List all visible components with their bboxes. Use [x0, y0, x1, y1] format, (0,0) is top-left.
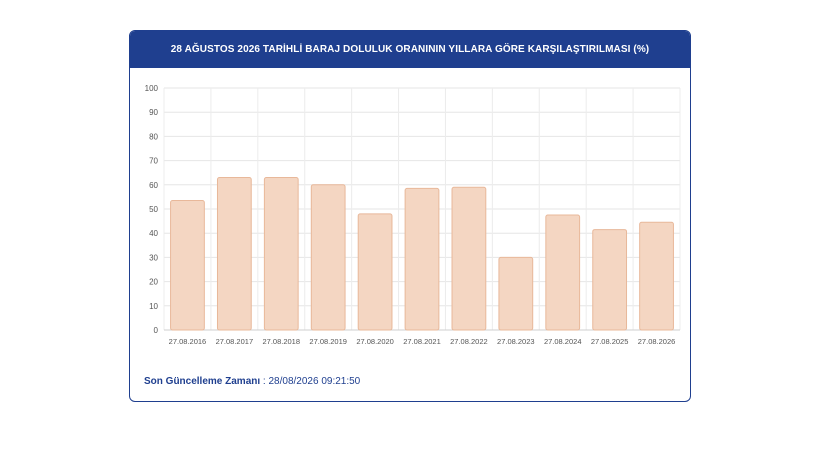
bar: [451, 186, 487, 331]
chart-title: 28 AĞUSTOS 2026 TARİHLİ BARAJ DOLULUK OR…: [130, 31, 690, 68]
x-tick-label: 27.08.2023: [497, 337, 535, 346]
bar: [357, 213, 393, 331]
x-tick-label: 27.08.2018: [262, 337, 300, 346]
bar: [216, 177, 252, 331]
x-tick-label: 27.08.2022: [450, 337, 488, 346]
y-tick-label: 90: [149, 108, 158, 117]
y-tick-label: 70: [149, 157, 158, 166]
bar: [498, 256, 534, 331]
y-tick-label: 10: [149, 302, 158, 311]
bar: [639, 221, 674, 331]
x-tick-label: 27.08.2016: [169, 337, 207, 346]
y-tick-label: 80: [149, 132, 158, 141]
bar-chart: 0 10 20 30 40 50 60 70 80 90 100 27.08.2016 27.08.20…: [145, 84, 681, 346]
x-tick-label: 27.08.2019: [309, 337, 347, 346]
y-tick-label: 30: [149, 253, 158, 262]
bar: [263, 177, 299, 331]
last-update-value: : 28/08/2026 09:21:50: [260, 376, 361, 387]
x-tick-label: 27.08.2021: [403, 337, 441, 346]
y-tick-label: 40: [149, 229, 158, 238]
bar: [170, 200, 205, 331]
x-tick-label: 27.08.2020: [356, 337, 394, 346]
y-tick-label: 100: [145, 84, 159, 93]
y-tick-label: 50: [149, 205, 158, 214]
chart-card: 28 AĞUSTOS 2026 TARİHLİ BARAJ DOLULUK OR…: [129, 30, 691, 402]
y-tick-label: 60: [149, 181, 158, 190]
last-update-label: Son Güncelleme Zamanı: [144, 376, 261, 387]
bar: [404, 187, 440, 331]
bar: [310, 184, 346, 331]
y-tick-label: 0: [154, 326, 159, 335]
bar: [545, 214, 581, 331]
x-tick-label: 27.08.2026: [638, 337, 676, 346]
chart-area: 0 10 20 30 40 50 60 70 80 90 100 27.08.2016 27.08.20…: [130, 68, 690, 368]
bar: [592, 229, 628, 331]
x-tick-label: 27.08.2024: [544, 337, 582, 346]
x-tick-label: 27.08.2017: [216, 337, 254, 346]
last-update: Son Güncelleme Zamanı : 28/08/2026 09:21…: [144, 376, 360, 387]
x-tick-label: 27.08.2025: [591, 337, 629, 346]
y-tick-label: 20: [149, 278, 158, 287]
